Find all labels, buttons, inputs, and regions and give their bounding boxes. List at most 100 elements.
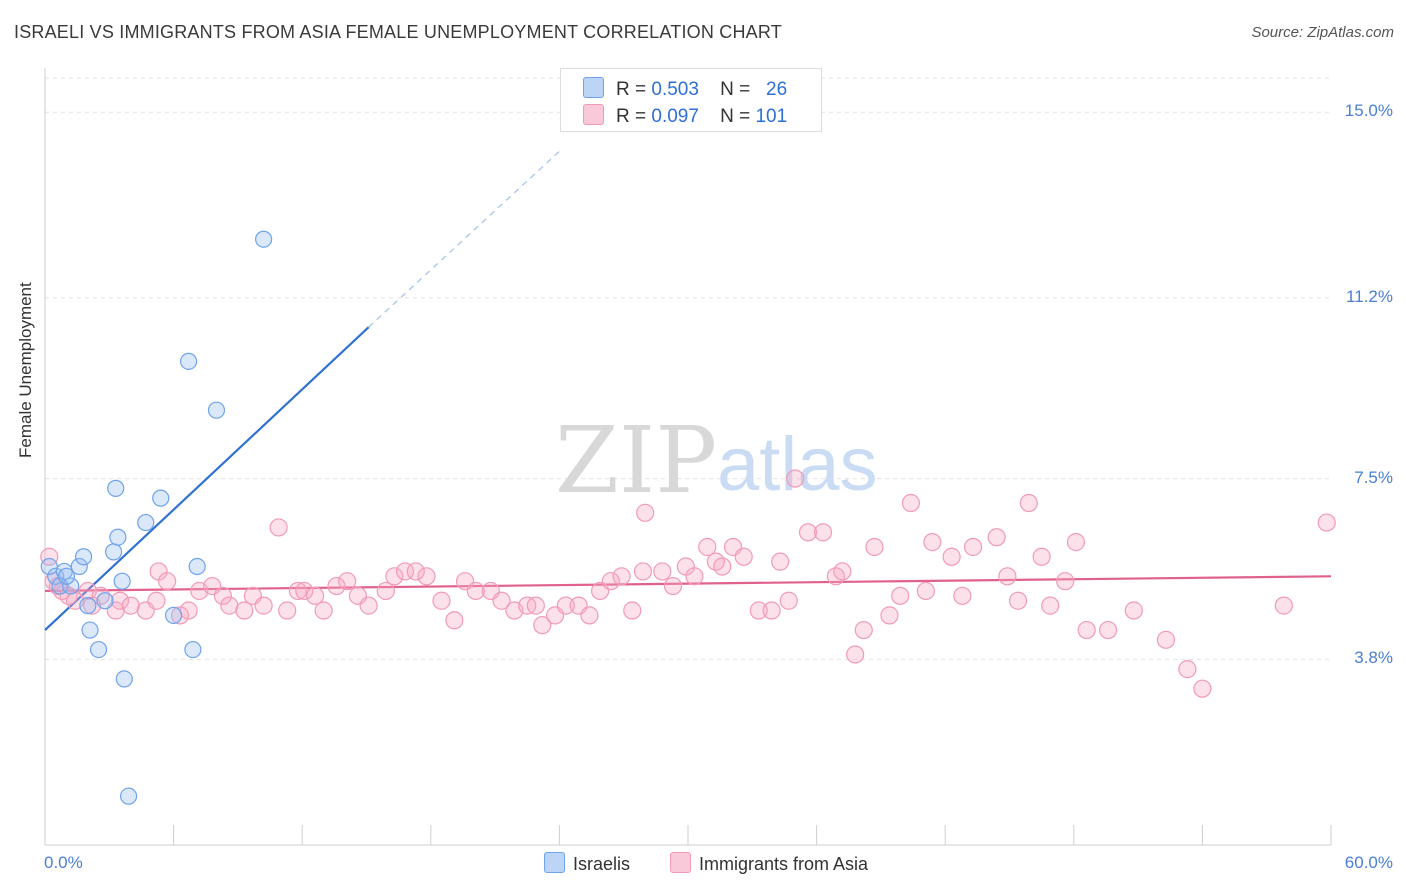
watermark-atlas: atlas <box>717 422 878 507</box>
point-asia <box>220 596 239 615</box>
point-israelis <box>104 543 123 561</box>
point-asia <box>653 562 672 581</box>
pink-swatch <box>583 104 604 125</box>
point-israelis <box>107 479 125 497</box>
x-tick-max: 60.0% <box>1344 853 1393 872</box>
point-israelis <box>165 606 183 624</box>
legend-item-israelis[interactable]: Israelis <box>544 852 630 875</box>
point-asia <box>771 552 790 571</box>
point-asia <box>288 581 308 601</box>
point-asia <box>854 620 873 640</box>
point-israelis <box>57 567 76 585</box>
stats-row-israelis: R = 0.503 N = 26 <box>583 77 788 100</box>
point-israelis <box>79 597 97 615</box>
point-asia <box>813 523 833 542</box>
point-asia <box>406 562 425 581</box>
point-asia <box>1008 591 1028 610</box>
point-asia <box>612 567 631 586</box>
x-tick-min: 0.0% <box>44 853 83 872</box>
point-asia <box>445 611 464 630</box>
data-points <box>40 230 1336 805</box>
point-asia <box>1066 533 1086 552</box>
point-asia <box>923 533 942 552</box>
point-israelis <box>109 528 127 546</box>
point-asia <box>663 576 683 596</box>
point-asia <box>1317 513 1336 532</box>
point-asia <box>833 562 852 581</box>
point-asia <box>533 616 552 635</box>
point-asia <box>734 547 753 566</box>
point-asia <box>1077 620 1096 640</box>
y-axis-label: Female Unemployment <box>16 282 35 458</box>
legend-label-israelis: Israelis <box>573 854 631 874</box>
blue-n-value: 26 <box>766 79 788 100</box>
point-asia <box>432 591 451 610</box>
point-israelis <box>137 513 155 532</box>
point-israelis <box>70 557 88 576</box>
point-asia <box>359 596 378 615</box>
point-israelis <box>152 489 170 507</box>
stats-box: R = 0.503 N = 26 R = 0.097 N = 101 <box>560 68 822 132</box>
chart-title: ISRAELI VS IMMIGRANTS FROM ASIA FEMALE U… <box>14 22 782 42</box>
point-asia <box>526 596 545 615</box>
point-asia <box>1019 493 1038 513</box>
point-asia <box>1193 679 1212 698</box>
point-asia <box>916 581 936 601</box>
point-asia <box>466 581 485 601</box>
legend-label-asia: Immigrants from Asia <box>699 854 869 874</box>
point-asia <box>891 586 910 605</box>
point-israelis <box>115 670 133 688</box>
point-asia <box>417 567 436 586</box>
point-asia <box>963 537 983 557</box>
point-asia <box>179 601 198 620</box>
point-asia <box>40 547 59 566</box>
pink-n-value: 101 <box>755 106 788 127</box>
point-asia <box>295 581 314 601</box>
watermark-zip: ZIP <box>555 407 717 514</box>
point-asia <box>254 596 273 615</box>
y-tick-label: 15.0% <box>1344 101 1393 121</box>
point-israelis <box>89 640 108 659</box>
point-asia <box>636 503 655 522</box>
point-asia <box>278 601 297 620</box>
point-asia <box>1274 596 1293 615</box>
point-asia <box>865 537 884 557</box>
blue-swatch <box>583 77 604 98</box>
point-israelis <box>81 621 99 639</box>
point-israelis <box>96 592 114 610</box>
trend-line-asia <box>44 575 1332 593</box>
point-israelis <box>113 572 131 590</box>
point-asia <box>556 596 575 615</box>
point-asia <box>1124 601 1143 620</box>
point-israelis <box>255 230 273 248</box>
source-credit: Source: ZipAtlas.com <box>1251 24 1394 41</box>
point-asia <box>762 601 781 620</box>
point-asia <box>213 586 232 605</box>
point-asia <box>987 528 1006 547</box>
point-asia <box>235 601 254 620</box>
point-asia <box>580 606 599 625</box>
point-israelis <box>62 577 80 595</box>
trend-lines <box>44 150 1332 631</box>
point-israelis <box>188 557 206 576</box>
point-asia <box>395 562 415 581</box>
point-israelis <box>119 787 138 805</box>
point-asia <box>327 576 346 596</box>
point-asia <box>998 567 1017 586</box>
point-israelis <box>184 640 202 659</box>
point-asia <box>685 567 704 586</box>
point-asia <box>1178 660 1197 679</box>
point-asia <box>1098 620 1118 640</box>
legend-item-asia[interactable]: Immigrants from Asia <box>670 852 868 875</box>
point-asia <box>170 606 190 625</box>
legend-swatch-pink <box>670 852 691 873</box>
point-asia <box>158 572 177 591</box>
point-asia <box>269 518 288 537</box>
axes <box>44 68 1332 846</box>
point-asia <box>385 567 404 586</box>
point-asia <box>314 601 333 620</box>
point-asia <box>880 606 899 625</box>
point-israelis <box>74 548 93 566</box>
point-asia <box>798 523 818 542</box>
